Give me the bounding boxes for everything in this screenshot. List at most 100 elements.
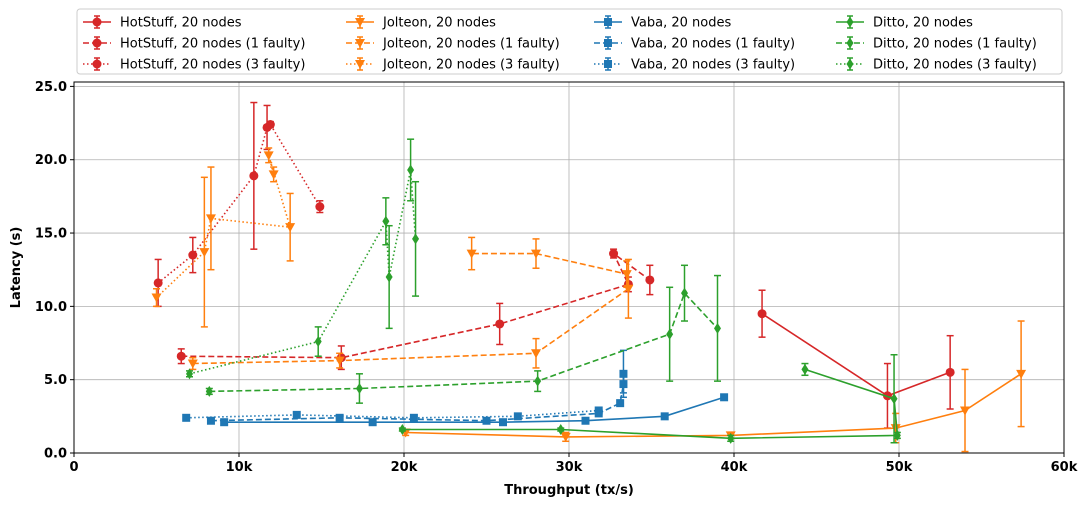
- series-line: [189, 169, 417, 375]
- data-point: [621, 270, 632, 280]
- legend-box: [76, 8, 1063, 75]
- data-point: [205, 385, 213, 397]
- legend-marker: [92, 59, 102, 69]
- data-point: [151, 293, 162, 303]
- legend-marker: [355, 60, 365, 69]
- legend-entry: Vaba, 20 nodes (1 faulty): [594, 36, 795, 52]
- x-tick-label: 10k: [226, 460, 253, 475]
- data-point: [616, 399, 625, 408]
- legend-label: Ditto, 20 nodes (3 faulty): [873, 58, 1037, 73]
- series-1: [757, 289, 955, 429]
- y-tick-label: 20.0: [35, 153, 67, 168]
- legend-label: Jolteon, 20 nodes: [382, 16, 496, 31]
- series-line: [405, 373, 1022, 438]
- data-point: [890, 393, 898, 405]
- series-7: [220, 393, 729, 427]
- y-tick-label: 5.0: [44, 373, 67, 388]
- data-point: [720, 393, 729, 402]
- legend-marker: [92, 38, 102, 48]
- data-point: [557, 424, 565, 436]
- data-point: [187, 359, 198, 369]
- legend-label: Vaba, 20 nodes (3 faulty): [631, 58, 795, 73]
- data-point: [619, 369, 628, 378]
- legend-marker: [355, 18, 365, 27]
- series-12: [186, 138, 420, 380]
- data-point: [609, 249, 619, 259]
- x-tick-label: 40k: [721, 460, 748, 475]
- data-point: [893, 429, 901, 441]
- data-point: [186, 368, 193, 380]
- data-point: [407, 164, 415, 176]
- series-line: [155, 155, 292, 299]
- series-line: [402, 368, 899, 440]
- data-point: [531, 349, 541, 359]
- legend-entry: Ditto, 20 nodes (1 faulty): [836, 36, 1037, 52]
- legend-label: Jolteon, 20 nodes (3 faulty): [382, 58, 560, 73]
- y-tick-label: 0.0: [44, 447, 67, 462]
- series-line: [761, 313, 951, 397]
- data-point: [249, 171, 259, 181]
- y-axis-label: Latency (s): [9, 227, 24, 309]
- y-tick-label: 10.0: [35, 300, 67, 315]
- data-point: [890, 424, 901, 434]
- series-11: [205, 264, 721, 404]
- legend-entry: HotStuff, 20 nodes (3 faulty): [83, 57, 305, 73]
- data-point: [182, 413, 191, 422]
- series-line: [157, 123, 321, 284]
- series-line: [224, 396, 725, 423]
- legend-marker: [846, 16, 854, 28]
- data-point: [482, 416, 491, 425]
- data-point: [268, 170, 279, 180]
- data-point: [199, 248, 210, 258]
- data-point: [757, 309, 767, 319]
- legend-marker: [92, 17, 102, 27]
- x-tick-label: 50k: [886, 460, 913, 475]
- series-layer: [151, 101, 1027, 453]
- data-point: [531, 249, 541, 259]
- data-point: [263, 151, 274, 161]
- legend-label: HotStuff, 20 nodes (3 faulty): [120, 58, 305, 73]
- series-10: [398, 354, 901, 444]
- legend-label: HotStuff, 20 nodes (1 faulty): [120, 37, 305, 52]
- data-point: [285, 223, 296, 233]
- legend-marker: [846, 58, 854, 70]
- data-point: [499, 418, 507, 427]
- axis-ticks: 0 10k 20k 30k 40k 50k 60k 0.0 5.0 10.0 15.0 20.0 25.…: [35, 80, 1078, 475]
- data-point: [334, 356, 345, 366]
- legend-entry: Jolteon, 20 nodes (1 faulty): [346, 36, 560, 52]
- data-point: [205, 214, 216, 224]
- data-point: [220, 418, 229, 427]
- series-line: [192, 252, 630, 365]
- data-point: [594, 406, 603, 415]
- data-point: [315, 202, 325, 212]
- data-point: [560, 432, 571, 442]
- y-tick-label: 15.0: [35, 227, 67, 242]
- data-point: [714, 322, 721, 334]
- series-line: [181, 252, 651, 359]
- legend-label: Ditto, 20 nodes: [873, 16, 973, 31]
- legend-marker: [355, 39, 365, 48]
- legend-entry: Jolteon, 20 nodes (3 faulty): [346, 57, 560, 73]
- series-4: [400, 320, 1027, 453]
- data-point: [368, 418, 377, 427]
- series-line: [210, 373, 625, 422]
- x-tick-label: 20k: [391, 460, 418, 475]
- legend-entry: Jolteon, 20 nodes: [346, 15, 496, 31]
- data-point: [398, 424, 406, 436]
- legend-marker: [604, 18, 612, 26]
- data-point: [409, 413, 418, 422]
- data-point: [660, 412, 669, 421]
- data-point: [1016, 369, 1027, 379]
- data-point: [960, 406, 970, 416]
- data-point: [265, 120, 275, 130]
- x-axis-label: Throughput (tx/s): [504, 483, 634, 498]
- x-tick-label: 30k: [556, 460, 583, 475]
- y-tick-label: 25.0: [35, 80, 67, 95]
- legend-entry: Vaba, 20 nodes: [594, 15, 731, 31]
- legend-label: Vaba, 20 nodes: [631, 16, 731, 31]
- data-point: [801, 363, 809, 375]
- data-point: [513, 412, 522, 421]
- data-point: [666, 328, 674, 340]
- data-point: [645, 275, 655, 285]
